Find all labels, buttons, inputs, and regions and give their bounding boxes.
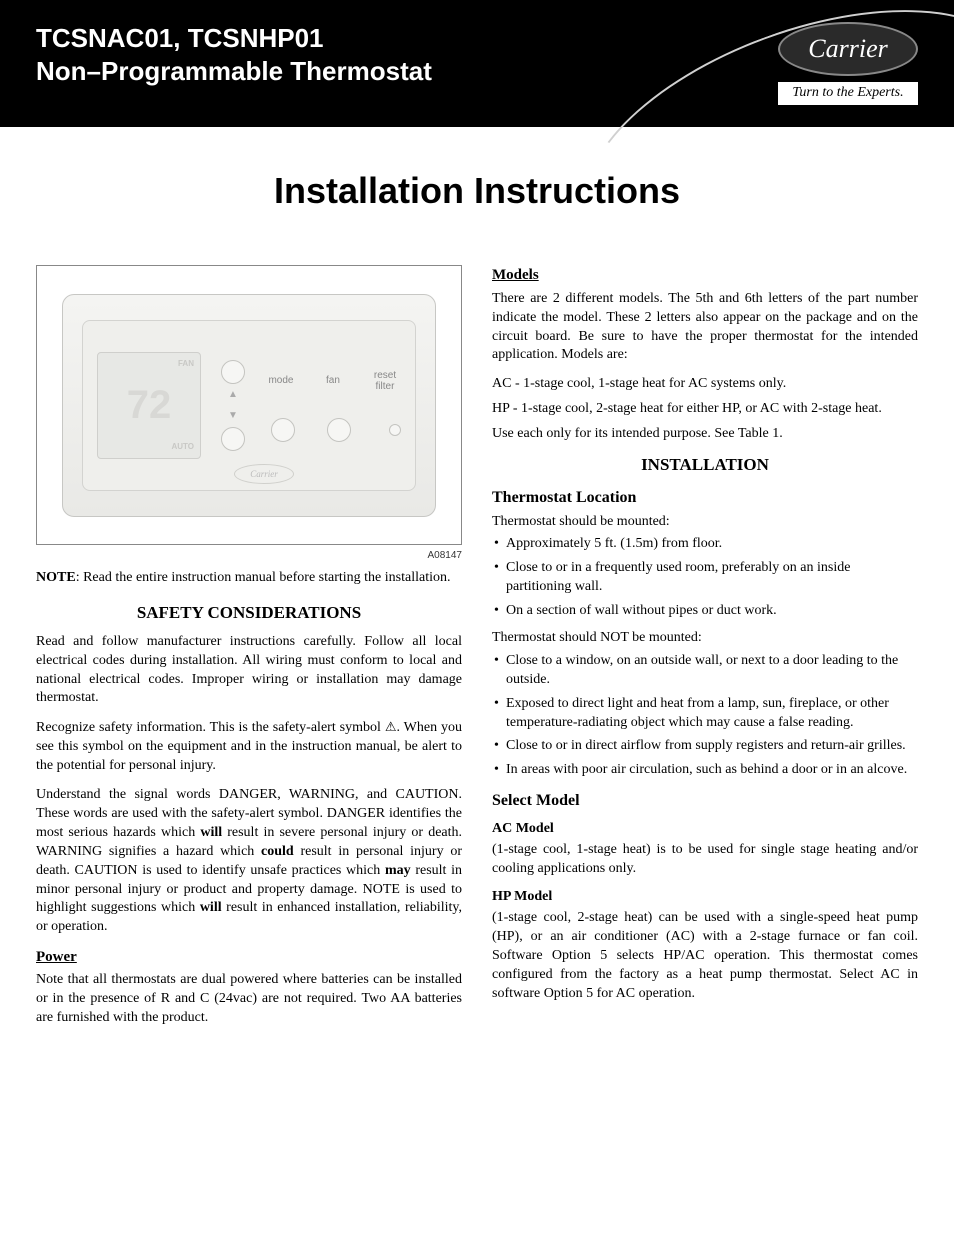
up-button bbox=[221, 360, 245, 384]
product-line: Non–Programmable Thermostat bbox=[36, 55, 432, 88]
header-band: TCSNAC01, TCSNHP01 Non–Programmable Ther… bbox=[0, 0, 954, 127]
list-item: On a section of wall without pipes or du… bbox=[494, 602, 918, 621]
up-arrow-icon: ▲ bbox=[228, 388, 238, 402]
models-p1: There are 2 different models. The 5th an… bbox=[492, 290, 918, 366]
models-p2: AC - 1-stage cool, 1-stage heat for AC s… bbox=[492, 375, 918, 394]
hp-model-p: (1-stage cool, 2-stage heat) can be used… bbox=[492, 909, 918, 1003]
list-item: Close to a window, on an outside wall, o… bbox=[494, 652, 918, 690]
safety-p3: Understand the signal words DANGER, WARN… bbox=[36, 786, 462, 937]
list-item: Close to or in a frequently used room, p… bbox=[494, 559, 918, 597]
list-item: Close to or in direct airflow from suppl… bbox=[494, 737, 918, 756]
brand-tagline: Turn to the Experts. bbox=[778, 82, 918, 105]
right-column: Models There are 2 different models. The… bbox=[492, 265, 918, 1038]
mode-button bbox=[271, 418, 295, 442]
list-item: In areas with poor air circulation, such… bbox=[494, 761, 918, 780]
safety-heading: SAFETY CONSIDERATIONS bbox=[36, 602, 462, 625]
note-text: : Read the entire instruction manual bef… bbox=[76, 570, 451, 585]
screen-auto-label: AUTO bbox=[171, 442, 194, 453]
hp-model-heading: HP Model bbox=[492, 888, 918, 907]
location-heading: Thermostat Location bbox=[492, 487, 918, 509]
display-temp: 72 bbox=[127, 378, 172, 432]
bold-may: may bbox=[385, 863, 411, 878]
figure-id: A08147 bbox=[36, 549, 462, 563]
left-column: 72 FAN AUTO ▲ mode fan reset filter bbox=[36, 265, 462, 1038]
models-p3: HP - 1-stage cool, 2-stage heat for eith… bbox=[492, 400, 918, 419]
select-model-heading: Select Model bbox=[492, 790, 918, 812]
brand-block: Carrier Turn to the Experts. bbox=[778, 22, 918, 105]
content-columns: 72 FAN AUTO ▲ mode fan reset filter bbox=[0, 265, 954, 1098]
down-button bbox=[221, 427, 245, 451]
screen-fan-label: FAN bbox=[178, 359, 194, 370]
reset-filter-label: reset filter bbox=[369, 370, 401, 392]
reset-button bbox=[389, 424, 401, 436]
brand-logo: Carrier bbox=[778, 22, 918, 76]
down-arrow-icon: ▼ bbox=[228, 409, 238, 423]
note-line: NOTE: Read the entire instruction manual… bbox=[36, 569, 462, 588]
thermostat-bezel: 72 FAN AUTO ▲ mode fan reset filter bbox=[62, 294, 435, 516]
location-intro: Thermostat should be mounted: bbox=[492, 513, 918, 532]
installation-heading: INSTALLATION bbox=[492, 454, 918, 477]
safety-p2a: Recognize safety information. This is th… bbox=[36, 720, 385, 735]
models-p4: Use each only for its intended purpose. … bbox=[492, 425, 918, 444]
power-heading: Power bbox=[36, 947, 462, 967]
location-not-list: Close to a window, on an outside wall, o… bbox=[492, 652, 918, 780]
mini-brand-logo: Carrier bbox=[234, 464, 294, 484]
header-titles: TCSNAC01, TCSNHP01 Non–Programmable Ther… bbox=[36, 22, 432, 87]
main-title: Installation Instructions bbox=[0, 167, 954, 216]
list-item: Exposed to direct light and heat from a … bbox=[494, 695, 918, 733]
model-line: TCSNAC01, TCSNHP01 bbox=[36, 22, 432, 55]
brand-name: Carrier bbox=[808, 31, 887, 66]
bold-will-1: will bbox=[200, 825, 222, 840]
ac-model-p: (1-stage cool, 1-stage heat) is to be us… bbox=[492, 841, 918, 879]
mode-label: mode bbox=[265, 374, 297, 388]
alert-icon: ⚠ bbox=[385, 718, 397, 736]
safety-p1: Read and follow manufacturer instruction… bbox=[36, 633, 462, 709]
thermostat-figure: 72 FAN AUTO ▲ mode fan reset filter bbox=[36, 265, 462, 545]
location-not-intro: Thermostat should NOT be mounted: bbox=[492, 629, 918, 648]
thermostat-face: 72 FAN AUTO ▲ mode fan reset filter bbox=[82, 320, 416, 492]
list-item: Approximately 5 ft. (1.5m) from floor. bbox=[494, 535, 918, 554]
power-p: Note that all thermostats are dual power… bbox=[36, 971, 462, 1028]
location-list: Approximately 5 ft. (1.5m) from floor. C… bbox=[492, 535, 918, 621]
ac-model-heading: AC Model bbox=[492, 820, 918, 839]
bold-could: could bbox=[261, 844, 294, 859]
safety-p2: Recognize safety information. This is th… bbox=[36, 718, 462, 776]
bold-will-2: will bbox=[200, 900, 222, 915]
models-heading: Models bbox=[492, 265, 918, 285]
fan-label: fan bbox=[317, 374, 349, 388]
fan-button bbox=[327, 418, 351, 442]
thermostat-screen: 72 FAN AUTO bbox=[97, 352, 201, 460]
thermostat-controls: ▲ mode fan reset filter ▼ bbox=[217, 360, 401, 451]
note-label: NOTE bbox=[36, 570, 76, 585]
